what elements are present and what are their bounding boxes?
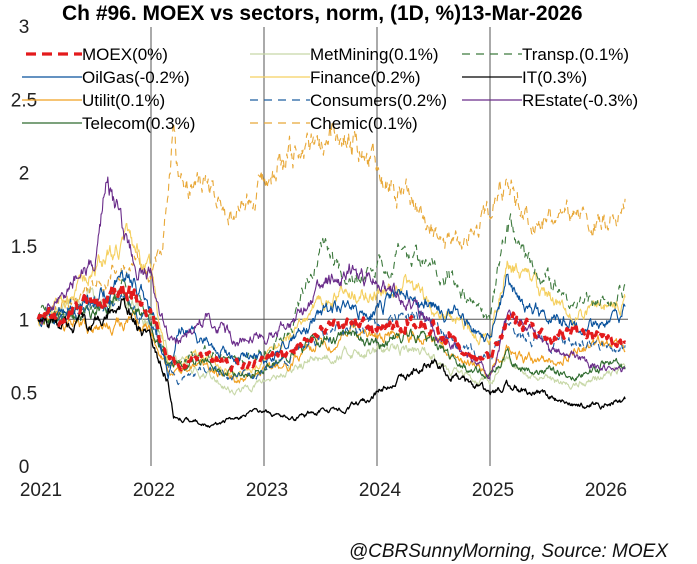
legend-label: Telecom(0.3%) (82, 114, 195, 133)
y-tick-label: 2.5 (11, 90, 37, 111)
legend-label: Consumers(0.2%) (310, 91, 447, 110)
legend-label: Transp.(0.1%) (522, 45, 629, 64)
series-line-metmining (37, 287, 626, 396)
x-tick-label: 2023 (246, 480, 288, 501)
legend-item-oilgas: OilGas(-0.2%) (22, 68, 190, 87)
legend-item-consumers: Consumers(0.2%) (250, 91, 447, 110)
x-tick-label: 2025 (472, 480, 514, 501)
legend-item-metmining: MetMining(0.1%) (250, 45, 439, 64)
series-lines (36, 121, 627, 429)
legend-label: Finance(0.2%) (310, 68, 421, 87)
series-line-consumers (37, 294, 626, 386)
series-line-chemic (37, 121, 626, 320)
legend-label: IT(0.3%) (522, 68, 587, 87)
legend-item-transp: Transp.(0.1%) (462, 45, 629, 64)
legend-item-chemic: Chemic(0.1%) (250, 114, 418, 133)
legend-label: OilGas(-0.2%) (82, 68, 190, 87)
x-tick-label: 2026 (585, 480, 627, 501)
legend-item-moex: MOEX(0%) (26, 45, 168, 64)
y-tick-label: 1.5 (11, 237, 37, 258)
series-line-finance (37, 222, 626, 380)
legend-label: REstate(-0.3%) (522, 91, 638, 110)
y-axis: 0 0.5 1 1.5 2 2.5 3 (11, 17, 37, 478)
source-note: @CBRSunnyMorning, Source: MOEX (349, 541, 670, 562)
y-tick-label: 0.5 (11, 384, 37, 405)
series-line-moex (36, 281, 627, 372)
y-tick-label: 3 (19, 17, 30, 38)
legend-label: Chemic(0.1%) (310, 114, 418, 133)
legend: MOEX(0%) OilGas(-0.2%) Utilit(0.1%) Telecom… (22, 45, 638, 133)
series-line-it (37, 297, 626, 429)
x-tick-label: 2021 (20, 480, 62, 501)
y-tick-label: 0 (19, 457, 30, 478)
x-tick-label: 2022 (133, 480, 175, 501)
x-axis: 2021 2022 2023 2024 2025 2026 (20, 480, 627, 501)
series-line-telecom (37, 287, 626, 382)
series-line-oilgas (37, 269, 626, 380)
legend-label: MetMining(0.1%) (310, 45, 439, 64)
x-tick-label: 2024 (359, 480, 402, 501)
chart-title: Ch #96. MOEX vs sectors, norm, (1D, %)13… (62, 2, 583, 25)
legend-item-utilit: Utilit(0.1%) (22, 91, 165, 110)
series-line-restate (37, 176, 626, 380)
legend-item-it: IT(0.3%) (462, 68, 587, 87)
legend-item-finance: Finance(0.2%) (250, 68, 421, 87)
legend-item-restate: REstate(-0.3%) (462, 91, 638, 110)
legend-label: Utilit(0.1%) (82, 91, 165, 110)
y-tick-label: 2 (19, 164, 30, 185)
legend-item-telecom: Telecom(0.3%) (22, 114, 195, 133)
y-tick-label: 1 (19, 310, 30, 331)
legend-label: MOEX(0%) (82, 45, 168, 64)
